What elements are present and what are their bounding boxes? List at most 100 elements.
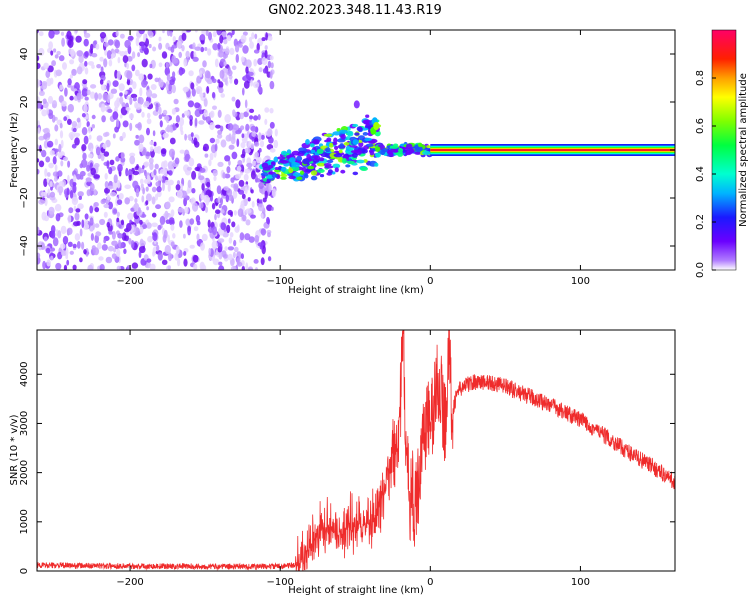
noise-speck	[250, 170, 256, 180]
noise-speck	[211, 240, 218, 249]
noise-speck	[241, 193, 246, 200]
noise-speck	[154, 77, 160, 83]
noise-speck	[264, 107, 270, 113]
noise-speck	[42, 260, 46, 270]
noise-speck	[115, 30, 119, 37]
band-blob	[340, 134, 346, 140]
noise-speck	[224, 114, 231, 123]
noise-speck	[75, 208, 81, 213]
noise-speck	[219, 243, 223, 252]
noise-speck	[95, 146, 101, 156]
noise-speck	[60, 139, 64, 149]
noise-speck	[218, 81, 224, 89]
noise-speck	[155, 102, 159, 112]
noise-speck	[89, 183, 95, 192]
noise-speck	[239, 171, 243, 176]
noise-speck	[158, 106, 162, 115]
band-blob	[375, 152, 381, 158]
noise-speck	[208, 247, 212, 256]
noise-speck	[165, 81, 169, 87]
noise-speck	[231, 65, 237, 71]
noise-speck	[247, 266, 254, 270]
noise-speck	[72, 243, 77, 249]
noise-speck	[116, 70, 121, 80]
noise-speck	[38, 90, 45, 96]
noise-speck	[227, 123, 234, 131]
noise-speck	[57, 186, 64, 194]
noise-speck	[72, 182, 77, 186]
noise-speck	[97, 242, 102, 250]
noise-speck	[224, 78, 228, 86]
band-blob	[356, 159, 365, 164]
noise-speck	[212, 258, 220, 266]
colorbar-label: Normalized spectral amplitude	[738, 73, 749, 227]
noise-speck	[232, 128, 237, 135]
spectrogram-xtick-label: 0	[427, 276, 433, 287]
noise-speck	[193, 226, 199, 232]
band-blob	[280, 176, 287, 180]
band-blob	[329, 142, 334, 148]
noise-speck	[256, 156, 262, 164]
snr-x-ticks: −200 −100 0 100	[116, 330, 590, 588]
noise-speck	[225, 194, 229, 203]
noise-speck	[67, 174, 70, 184]
noise-speck	[174, 252, 179, 261]
noise-speck	[170, 46, 175, 53]
noise-speck	[234, 226, 240, 233]
noise-speck	[84, 213, 89, 220]
noise-speck	[53, 48, 57, 53]
noise-speck	[146, 206, 149, 211]
noise-speck	[55, 262, 62, 270]
noise-speck	[261, 37, 266, 42]
noise-speck	[240, 125, 245, 131]
noise-speck	[199, 109, 204, 115]
noise-speck	[126, 223, 132, 232]
noise-speck	[110, 53, 115, 58]
noise-speck	[259, 244, 264, 250]
noise-speck	[53, 30, 60, 35]
band-blob	[342, 158, 347, 164]
noise-speck	[37, 100, 42, 109]
noise-speck	[212, 226, 217, 236]
noise-speck	[108, 201, 113, 210]
noise-speck	[139, 246, 146, 254]
band-blob	[369, 149, 375, 156]
noise-speck	[61, 100, 67, 107]
noise-speck	[116, 118, 119, 128]
noise-speck	[128, 113, 134, 120]
noise-speck	[88, 153, 93, 159]
noise-speck	[104, 187, 110, 194]
noise-speck	[168, 83, 172, 92]
noise-speck	[189, 244, 195, 249]
noise-speck	[165, 201, 171, 209]
noise-speck	[201, 183, 205, 191]
noise-speck	[63, 116, 68, 122]
noise-speck	[254, 235, 260, 243]
noise-speck	[170, 209, 175, 217]
noise-speck	[233, 210, 237, 216]
noise-speck	[167, 234, 170, 243]
snr-ytick-label: 3000	[19, 411, 30, 436]
noise-speck	[229, 78, 233, 84]
noise-speck	[209, 152, 214, 161]
spectrogram-signal-band	[259, 100, 433, 184]
noise-speck	[139, 178, 144, 185]
noise-speck	[138, 143, 144, 152]
noise-speck	[203, 194, 210, 203]
noise-speck	[99, 79, 104, 85]
band-blob	[261, 162, 269, 169]
noise-speck	[241, 265, 245, 270]
noise-speck	[52, 103, 57, 109]
noise-speck	[124, 197, 130, 205]
noise-speck	[257, 114, 261, 121]
noise-speck	[156, 244, 160, 252]
band-blob	[296, 155, 303, 162]
colorbar-tick-label: 0.6	[695, 118, 706, 134]
noise-speck	[143, 161, 150, 167]
noise-speck	[103, 151, 110, 157]
band-blob	[311, 155, 319, 159]
noise-speck	[149, 146, 154, 152]
noise-speck	[83, 32, 91, 38]
noise-speck	[199, 92, 204, 98]
